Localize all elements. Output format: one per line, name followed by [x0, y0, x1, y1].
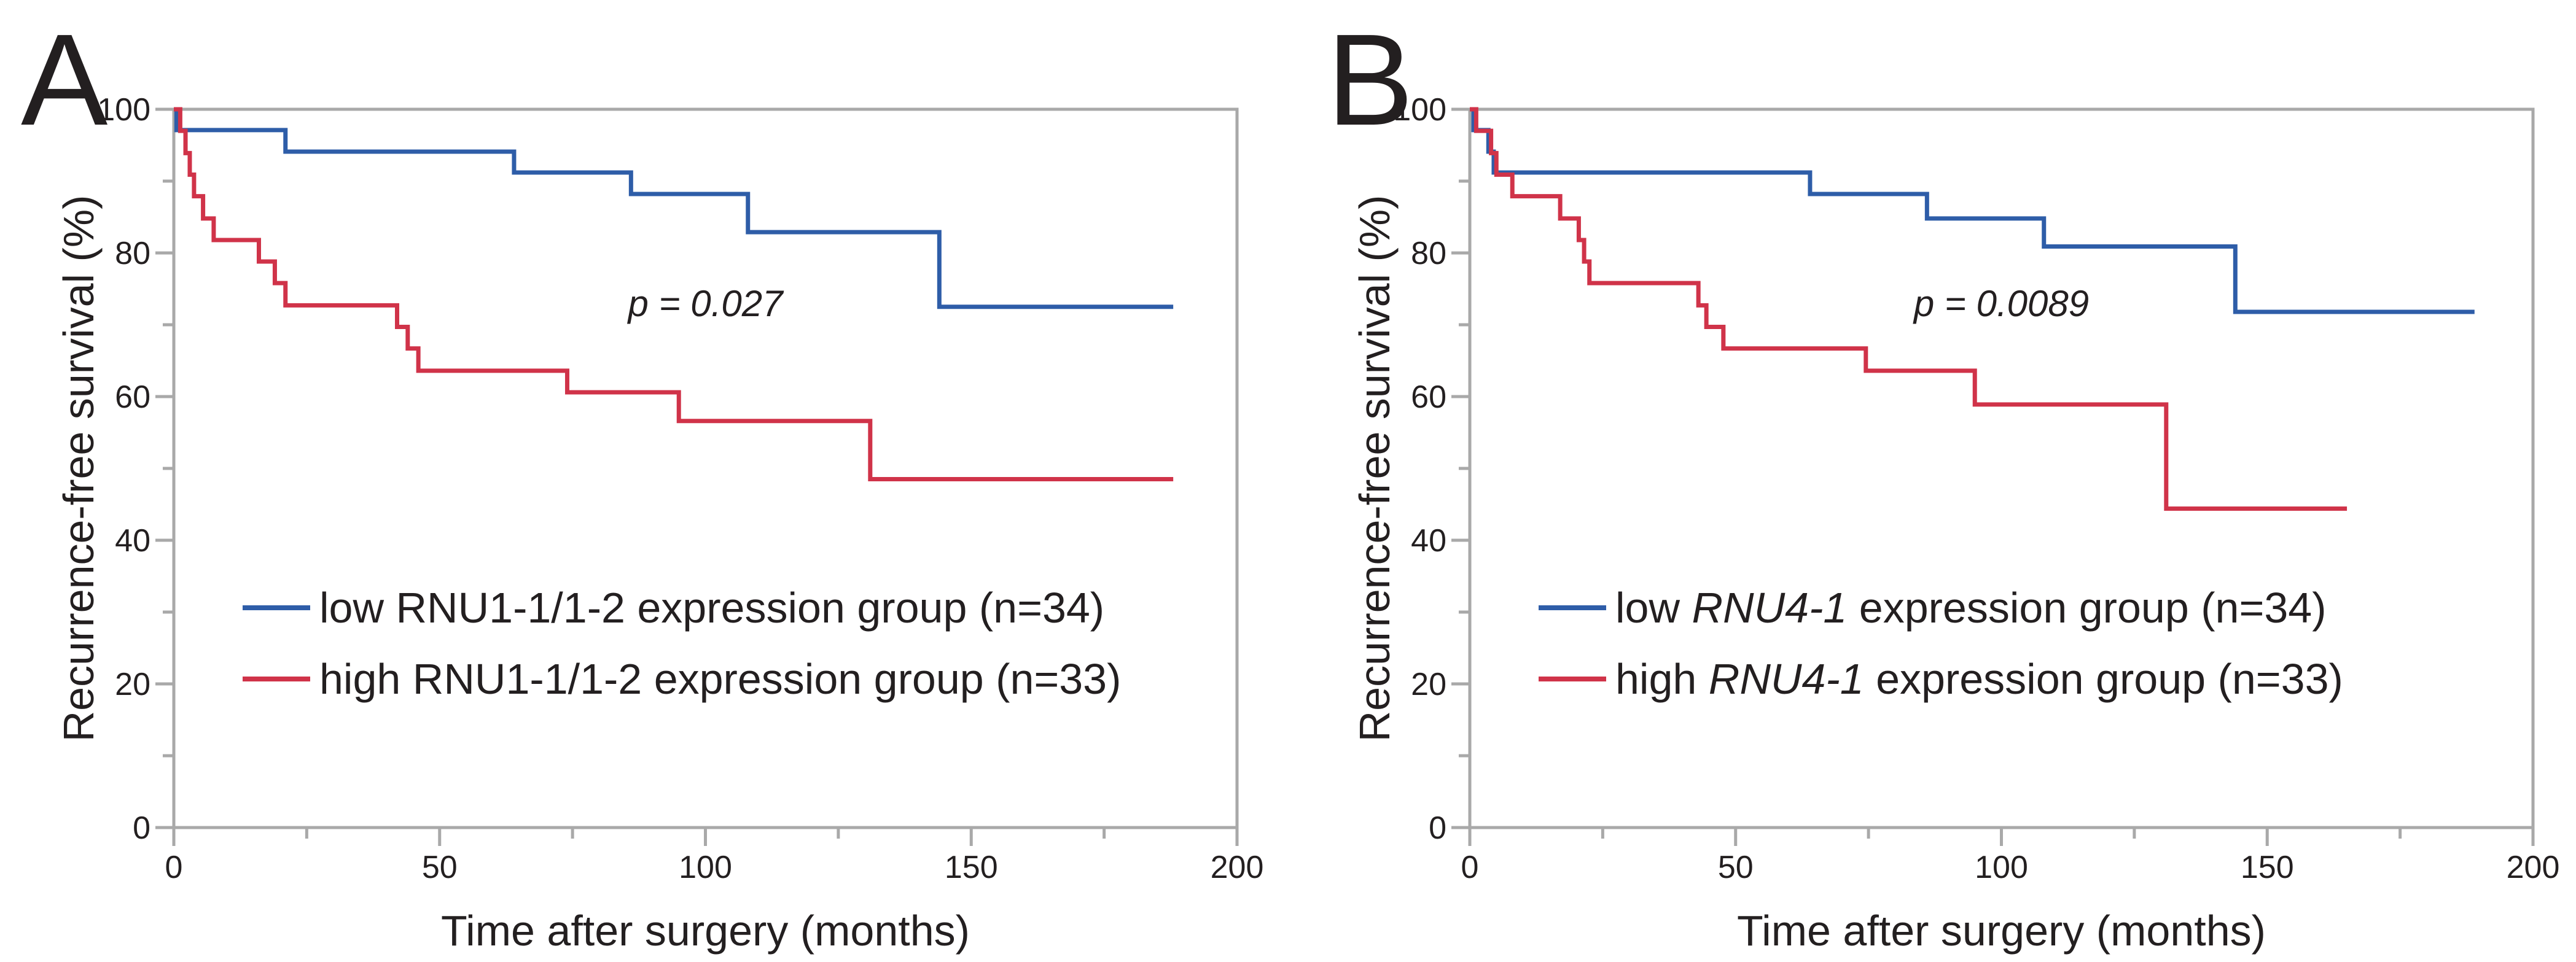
y-tick-label: 60	[1411, 379, 1446, 415]
legend-label: high RNU4-1 expression group (n=33)	[1615, 655, 2343, 703]
x-tick-label: 0	[1461, 850, 1479, 885]
legend-label: low RNU4-1 expression group (n=34)	[1615, 584, 2327, 632]
x-axis-title: Time after surgery (months)	[441, 907, 970, 955]
y-tick-label: 100	[97, 92, 150, 128]
survival-curve-low-expression	[174, 107, 1174, 309]
y-axis-title: Recurrence-free survival (%)	[1351, 195, 1399, 742]
p-value-label: p = 0.0089	[1913, 283, 2089, 324]
y-tick-label: 60	[115, 379, 150, 415]
panel-a: 0 20 40 60 80 100 0 50 100 150 200 Time after surge…	[55, 92, 1263, 955]
y-tick-label: 40	[115, 523, 150, 559]
y-axis-title: Recurrence-free survival (%)	[55, 195, 103, 742]
x-tick-label: 100	[679, 850, 732, 885]
y-tick-label: 100	[1393, 92, 1446, 128]
y-tick-label: 0	[1429, 810, 1446, 846]
x-tick-label: 200	[1211, 850, 1264, 885]
x-axis-title: Time after surgery (months)	[1737, 907, 2266, 955]
legend-label: low RNU1-1/1-2 expression group (n=34)	[319, 584, 1104, 632]
legend-item-high-expression: high RNU1-1/1-2 expression group (n=33)	[243, 655, 1121, 703]
y-tick-label: 80	[1411, 236, 1446, 271]
x-tick-label: 100	[1975, 850, 2028, 885]
y-tick-label: 20	[1411, 667, 1446, 702]
legend-item-low-expression: low RNU4-1 expression group (n=34)	[1539, 584, 2327, 632]
y-tick-label: 20	[115, 667, 150, 702]
x-tick-label: 50	[1718, 850, 1754, 885]
p-value-label: p = 0.027	[627, 283, 785, 324]
x-tick-label: 200	[2507, 850, 2560, 885]
y-tick-label: 80	[115, 236, 150, 271]
survival-curve-high-expression	[174, 107, 1174, 482]
x-tick-label: 0	[165, 850, 183, 885]
panel-b: 0 20 40 60 80 100 0 50 100 150 200 Time after surge…	[1351, 92, 2559, 955]
survival-curve-high-expression	[1470, 107, 2348, 511]
legend-item-low-expression: low RNU1-1/1-2 expression group (n=34)	[243, 584, 1104, 632]
legend-label: high RNU1-1/1-2 expression group (n=33)	[319, 655, 1121, 703]
panel-label-a: A	[21, 7, 108, 152]
x-tick-label: 150	[945, 850, 998, 885]
y-tick-label: 0	[133, 810, 150, 846]
x-tick-label: 150	[2241, 850, 2294, 885]
y-tick-label: 40	[1411, 523, 1446, 559]
panel-label-b: B	[1327, 7, 1414, 152]
plot-frame	[172, 107, 1239, 829]
legend-item-high-expression: high RNU4-1 expression group (n=33)	[1539, 655, 2343, 703]
x-tick-label: 50	[422, 850, 458, 885]
